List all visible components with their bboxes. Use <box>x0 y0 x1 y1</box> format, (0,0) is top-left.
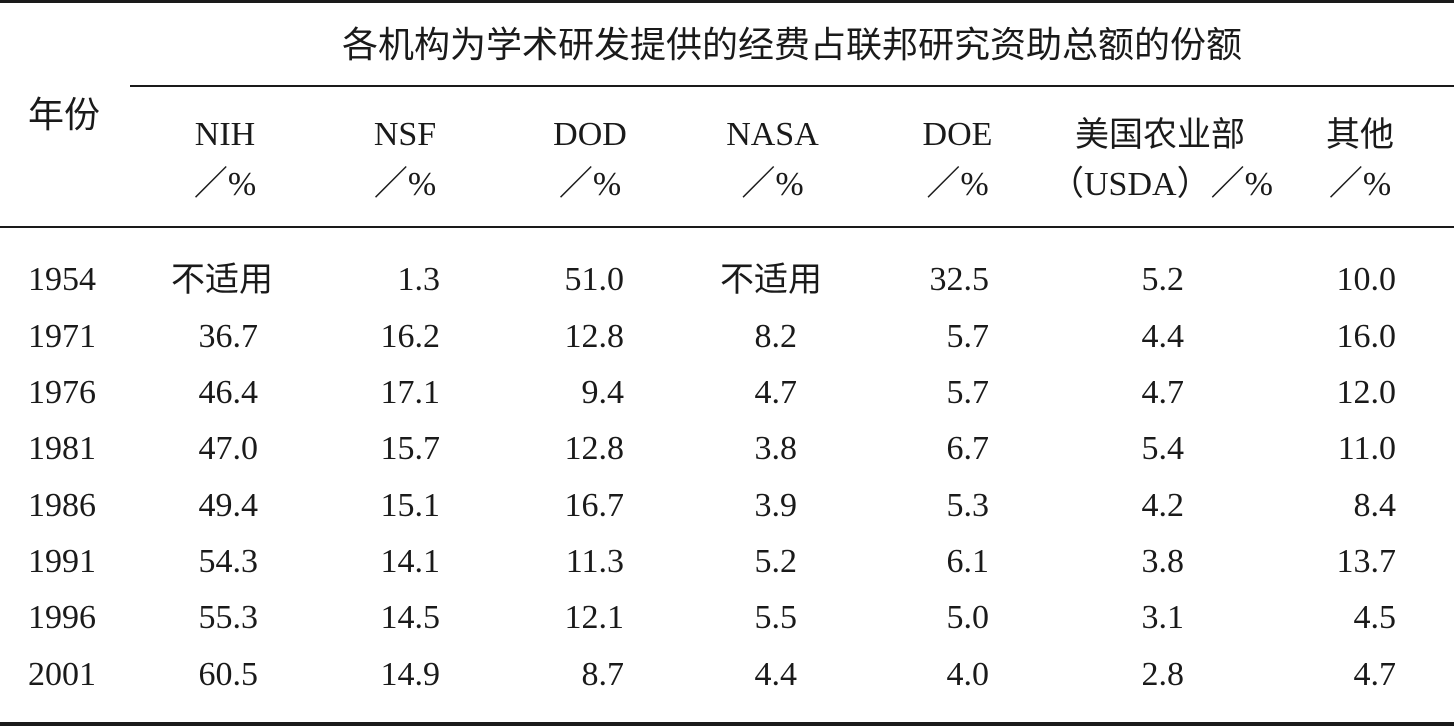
table-cell: 55.3 <box>198 599 259 636</box>
col-header-unit: ／% <box>741 166 804 203</box>
table-cell: 14.1 <box>380 543 441 580</box>
table-cell: 6.7 <box>946 430 990 467</box>
table-cell: 3.1 <box>1141 599 1185 636</box>
row-year: 1981 <box>28 430 96 467</box>
col-header-name: NSF <box>373 116 437 153</box>
col-header-unit: ／% <box>1328 166 1392 203</box>
col-header-name: DOE <box>922 116 993 153</box>
row-year: 1971 <box>28 318 96 355</box>
table-cell: 5.7 <box>946 318 990 355</box>
row-year: 1976 <box>28 374 96 411</box>
table-cell: 不适用 <box>171 260 273 300</box>
table-cell: 3.8 <box>1141 543 1185 580</box>
table-cell: 4.2 <box>1141 487 1185 524</box>
table-cell: 5.5 <box>754 599 798 636</box>
table-cell: 12.0 <box>1336 374 1397 411</box>
table-cell: 4.7 <box>1141 374 1185 411</box>
col-header-name: DOD <box>553 116 627 153</box>
col-header-name: NIH <box>194 116 256 153</box>
table-cell: 12.8 <box>564 318 625 355</box>
table-cell: 4.5 <box>1353 599 1397 636</box>
table-cell: 10.0 <box>1336 261 1397 298</box>
table-top-rule <box>0 0 1454 3</box>
table-cell: 60.5 <box>198 656 259 693</box>
col-header-unit: ／% <box>193 166 257 203</box>
header-bottom-rule <box>0 226 1454 228</box>
col-header-name: 其他 <box>1326 115 1394 155</box>
table-cell: 15.1 <box>380 487 441 524</box>
group-title: 各机构为学术研发提供的经费占联邦研究资助总额的份额 <box>341 25 1242 66</box>
table-bottom-rule <box>0 722 1454 726</box>
table-cell: 47.0 <box>198 430 259 467</box>
table-cell: 8.2 <box>754 318 798 355</box>
row-year: 2001 <box>28 656 96 693</box>
table-cell: 15.7 <box>380 430 441 467</box>
table-cell: 51.0 <box>564 261 625 298</box>
table-cell: 16.0 <box>1336 318 1397 355</box>
table-cell: 4.0 <box>946 656 990 693</box>
table-cell: 5.2 <box>754 543 798 580</box>
table-cell: 3.9 <box>754 487 798 524</box>
table-cell: 4.7 <box>1353 656 1397 693</box>
col-header-nasa: NASA ／% <box>690 118 855 202</box>
col-header-unit: ／% <box>926 166 989 203</box>
table-cell: 16.2 <box>380 318 441 355</box>
col-header-unit: ／% <box>558 166 622 203</box>
table-cell: 14.9 <box>380 656 441 693</box>
table-cell: 11.0 <box>1337 430 1396 467</box>
table-cell: 5.0 <box>946 599 990 636</box>
table-cell: 8.7 <box>581 656 625 693</box>
table-cell: 4.4 <box>754 656 798 693</box>
table-cell: 12.1 <box>564 599 625 636</box>
group-title-rule <box>130 85 1454 87</box>
col-header-nih: NIH ／% <box>150 118 300 202</box>
row-year: 1954 <box>28 261 96 298</box>
table-cell: 36.7 <box>198 318 259 355</box>
table-cell: 11.3 <box>565 543 624 580</box>
col-header-other: 其他 ／% <box>1300 118 1420 202</box>
row-year: 1996 <box>28 599 96 636</box>
table-cell: 49.4 <box>198 487 259 524</box>
table-cell: 46.4 <box>198 374 259 411</box>
table-cell: 6.1 <box>946 543 990 580</box>
table-cell: 54.3 <box>198 543 259 580</box>
col-header-unit: ／% <box>373 166 437 203</box>
table-cell: 4.7 <box>754 374 798 411</box>
table-cell: 32.5 <box>929 261 990 298</box>
year-column-header: 年份 <box>28 95 101 136</box>
table-cell: 5.7 <box>946 374 990 411</box>
table-cell: 5.3 <box>946 487 990 524</box>
table-cell: 9.4 <box>581 374 625 411</box>
table-cell: 3.8 <box>754 430 798 467</box>
table-cell: 8.4 <box>1353 487 1397 524</box>
row-year: 1991 <box>28 543 96 580</box>
col-header-name: NASA <box>726 116 819 153</box>
col-header-usda: 美国农业部 （USDA）／% <box>1050 115 1273 203</box>
col-header-name: 美国农业部 <box>1075 115 1245 155</box>
table-cell: 4.4 <box>1141 318 1185 355</box>
table-cell: 不适用 <box>720 260 822 300</box>
table-cell: 17.1 <box>380 374 441 411</box>
table-cell: 16.7 <box>564 487 625 524</box>
table-cell: 12.8 <box>564 430 625 467</box>
table-cell: 14.5 <box>380 599 441 636</box>
col-header-unit: （USDA）／% <box>1050 166 1273 203</box>
table-cell: 13.7 <box>1336 543 1397 580</box>
col-header-dod: DOD ／% <box>515 118 665 202</box>
col-header-nsf: NSF ／% <box>330 118 480 202</box>
table-cell: 2.8 <box>1141 656 1185 693</box>
table-cell: 5.2 <box>1141 261 1185 298</box>
table-cell: 5.4 <box>1141 430 1185 467</box>
row-year: 1986 <box>28 487 96 524</box>
table-cell: 1.3 <box>397 261 441 298</box>
col-header-doe: DOE ／% <box>880 118 1035 202</box>
